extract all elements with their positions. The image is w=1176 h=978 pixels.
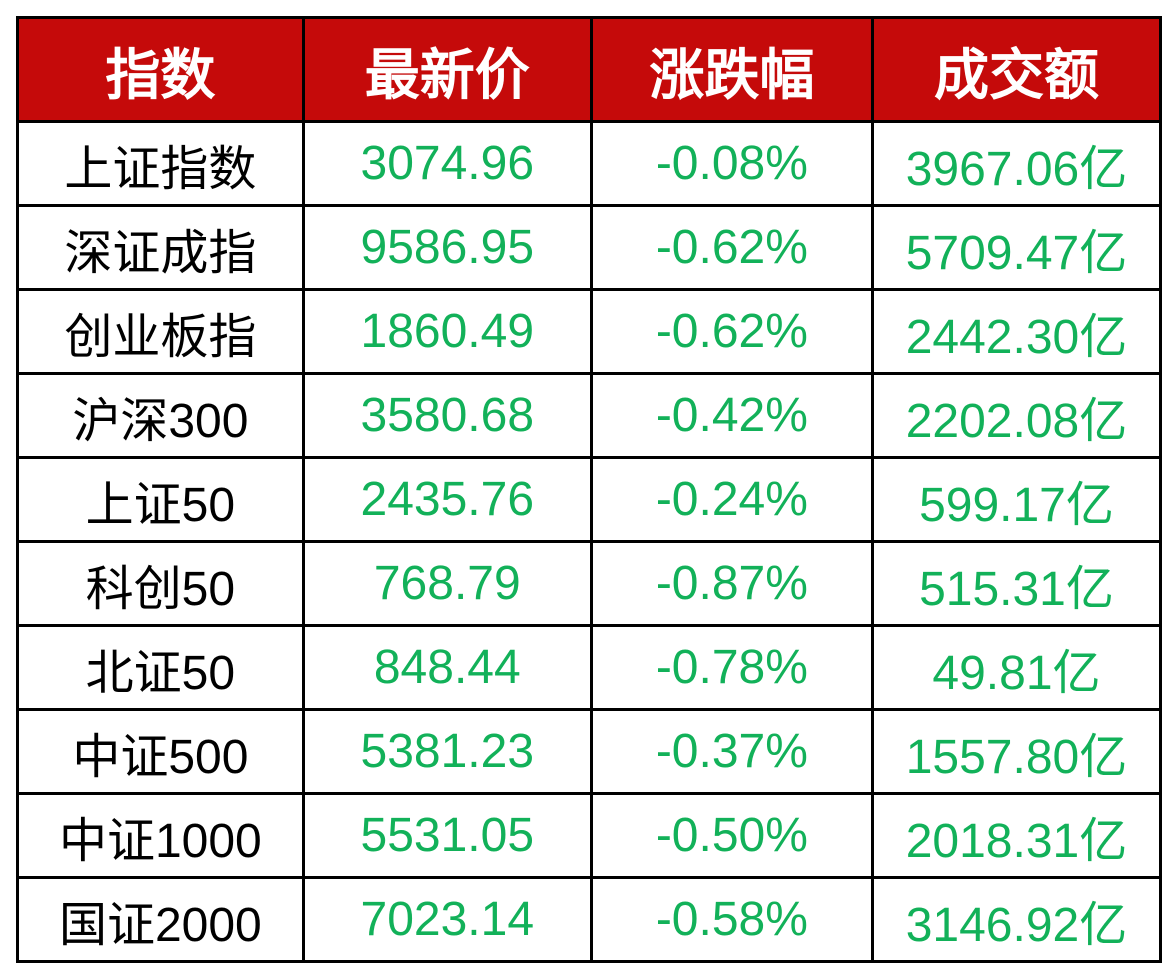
- table-row: 创业板指 1860.49 -0.62% 2442.30亿: [16, 288, 1163, 375]
- price-cell: 848.44: [301, 624, 593, 711]
- change-cell: -0.78%: [589, 624, 874, 711]
- index-name-cell: 北证50: [16, 624, 305, 711]
- col-header-change: 涨跌幅: [589, 16, 874, 123]
- table-row: 上证指数 3074.96 -0.08% 3967.06亿: [16, 120, 1163, 207]
- price-cell: 9586.95: [301, 204, 593, 291]
- index-name-cell: 科创50: [16, 540, 305, 627]
- index-name-cell: 上证50: [16, 456, 305, 543]
- change-cell: -0.37%: [589, 708, 874, 795]
- change-cell: -0.42%: [589, 372, 874, 459]
- turnover-cell: 1557.80亿: [870, 708, 1163, 795]
- table-row: 中证1000 5531.05 -0.50% 2018.31亿: [16, 792, 1163, 879]
- index-name-cell: 沪深300: [16, 372, 305, 459]
- price-cell: 768.79: [301, 540, 593, 627]
- price-cell: 5531.05: [301, 792, 593, 879]
- turnover-cell: 3967.06亿: [870, 120, 1163, 207]
- index-name-cell: 中证1000: [16, 792, 305, 879]
- turnover-cell: 515.31亿: [870, 540, 1163, 627]
- price-cell: 7023.14: [301, 876, 593, 963]
- turnover-cell: 2018.31亿: [870, 792, 1163, 879]
- index-name-cell: 上证指数: [16, 120, 305, 207]
- table-row: 国证2000 7023.14 -0.58% 3146.92亿: [16, 876, 1163, 963]
- change-cell: -0.24%: [589, 456, 874, 543]
- turnover-cell: 5709.47亿: [870, 204, 1163, 291]
- table-row: 上证50 2435.76 -0.24% 599.17亿: [16, 456, 1163, 543]
- table-row: 北证50 848.44 -0.78% 49.81亿: [16, 624, 1163, 711]
- change-cell: -0.58%: [589, 876, 874, 963]
- change-cell: -0.50%: [589, 792, 874, 879]
- table-header-row: 指数 最新价 涨跌幅 成交额: [16, 16, 1163, 123]
- index-name-cell: 国证2000: [16, 876, 305, 963]
- turnover-cell: 599.17亿: [870, 456, 1163, 543]
- index-name-cell: 创业板指: [16, 288, 305, 375]
- change-cell: -0.62%: [589, 288, 874, 375]
- change-cell: -0.87%: [589, 540, 874, 627]
- price-cell: 3074.96: [301, 120, 593, 207]
- price-cell: 2435.76: [301, 456, 593, 543]
- table-row: 科创50 768.79 -0.87% 515.31亿: [16, 540, 1163, 627]
- table-row: 中证500 5381.23 -0.37% 1557.80亿: [16, 708, 1163, 795]
- table-row: 深证成指 9586.95 -0.62% 5709.47亿: [16, 204, 1163, 291]
- price-cell: 5381.23: [301, 708, 593, 795]
- turnover-cell: 2202.08亿: [870, 372, 1163, 459]
- price-cell: 1860.49: [301, 288, 593, 375]
- col-header-index: 指数: [16, 16, 305, 123]
- change-cell: -0.08%: [589, 120, 874, 207]
- index-name-cell: 中证500: [16, 708, 305, 795]
- turnover-cell: 3146.92亿: [870, 876, 1163, 963]
- price-cell: 3580.68: [301, 372, 593, 459]
- index-table: 指数 最新价 涨跌幅 成交额 上证指数 3074.96 -0.08% 3967.…: [16, 16, 1163, 963]
- turnover-cell: 2442.30亿: [870, 288, 1163, 375]
- turnover-cell: 49.81亿: [870, 624, 1163, 711]
- col-header-turnover: 成交额: [870, 16, 1163, 123]
- table-row: 沪深300 3580.68 -0.42% 2202.08亿: [16, 372, 1163, 459]
- index-name-cell: 深证成指: [16, 204, 305, 291]
- change-cell: -0.62%: [589, 204, 874, 291]
- col-header-price: 最新价: [301, 16, 593, 123]
